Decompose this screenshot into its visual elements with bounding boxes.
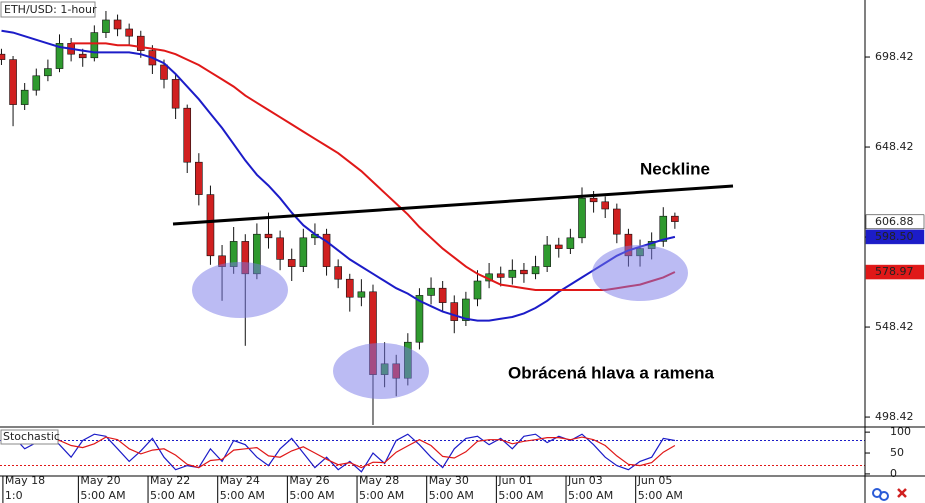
x-tick-label: Jun 01 [497, 474, 533, 487]
candle-body [32, 75, 41, 91]
candle-body [171, 79, 180, 109]
y-tick-label: 698.42 [875, 50, 914, 63]
price-tag [865, 264, 925, 280]
head [333, 343, 429, 399]
candle-body [345, 278, 354, 298]
price-tag-label: 598.50 [875, 230, 914, 243]
x-tick-sublabel: 5:00 AM [289, 489, 334, 502]
close-icon[interactable] [897, 488, 907, 498]
x-tick-sublabel: 5:00 AM [429, 489, 474, 502]
x-tick-label: May 18 [5, 474, 45, 487]
candle-body [334, 266, 342, 280]
x-tick-label: May 30 [429, 474, 469, 487]
candle-body [450, 302, 459, 321]
candle-body [520, 269, 528, 275]
price-tag [865, 229, 925, 245]
candle-body [78, 53, 87, 59]
candle-body [125, 28, 133, 37]
candle-body [322, 233, 331, 267]
title-box [0, 1, 96, 18]
y-tick-label: 0 [890, 467, 897, 480]
candle-body [20, 89, 29, 105]
x-tick-sublabel: 5:00 AM [80, 489, 125, 502]
candle-body [113, 19, 122, 30]
y-tick-label: 100 [890, 425, 911, 438]
annotation: Obrácená hlava a ramena [508, 363, 715, 382]
candle-body [671, 215, 679, 222]
chart-title: Stochastic [3, 430, 60, 443]
x-tick-sublabel: 5:00 AM [568, 489, 613, 502]
x-tick-label: Jun 03 [567, 474, 603, 487]
candle-body [438, 287, 447, 303]
y-tick-label: 498.42 [875, 410, 914, 423]
candle-body [195, 161, 203, 195]
candle-body [357, 291, 366, 298]
candle-body [276, 237, 284, 260]
candle-body [508, 269, 517, 278]
y-tick-label: 548.42 [875, 320, 914, 333]
candle-body [90, 32, 99, 59]
left-shoulder [192, 262, 288, 318]
candle-body [659, 215, 668, 242]
x-tick-sublabel: 5:00 AM [150, 489, 195, 502]
x-tick-label: May 20 [80, 474, 120, 487]
candle-body [44, 68, 52, 77]
annotation: Neckline [640, 159, 710, 178]
candle-body [206, 194, 215, 257]
x-tick-sublabel: 5:00 AM [498, 489, 543, 502]
candle-body [55, 43, 64, 69]
candle-body [554, 244, 563, 249]
x-tick-sublabel: 5:00 AM [638, 489, 683, 502]
right-shoulder [592, 245, 688, 301]
candle-body [136, 35, 145, 51]
candle-body [543, 244, 551, 267]
x-tick-label: Jun 05 [637, 474, 673, 487]
x-tick-sublabel: 1:0 [5, 489, 23, 502]
candle-body [473, 280, 482, 300]
candle-body [578, 197, 586, 239]
x-tick-label: May 26 [289, 474, 329, 487]
candle-body [427, 287, 435, 296]
candle-body [264, 233, 273, 239]
x-tick-sublabel: 5:00 AM [359, 489, 404, 502]
x-tick-label: May 24 [220, 474, 260, 487]
moving-average [71, 42, 676, 291]
title-box [0, 429, 59, 445]
candle-body [0, 53, 6, 60]
candle-body [601, 201, 610, 210]
candle-body [462, 298, 470, 321]
neckline [172, 184, 734, 226]
price-tag-label: 578.97 [875, 265, 914, 278]
candle-body [531, 266, 540, 275]
candle-body [287, 259, 296, 267]
y-tick-label: 648.42 [875, 140, 914, 153]
candle-body [102, 19, 110, 33]
candle-body [160, 64, 168, 80]
link-icon[interactable] [872, 488, 889, 501]
candle-body [415, 295, 424, 343]
candle-body [589, 197, 598, 203]
candle-body [9, 59, 17, 105]
price-tag-label: 606.88 [875, 215, 914, 228]
x-tick-label: May 22 [150, 474, 190, 487]
candle-body [183, 107, 192, 163]
candle-body [613, 208, 621, 235]
x-tick-label: May 28 [359, 474, 399, 487]
candle-body [496, 273, 505, 278]
price-tag [865, 214, 925, 230]
oscillator-line [1, 436, 676, 469]
candle-body [566, 237, 575, 249]
chart-title: ETH/USD: 1-hour [4, 3, 97, 16]
candle-body [299, 237, 308, 267]
x-tick-sublabel: 5:00 AM [220, 489, 265, 502]
y-tick-label: 50 [890, 446, 904, 459]
